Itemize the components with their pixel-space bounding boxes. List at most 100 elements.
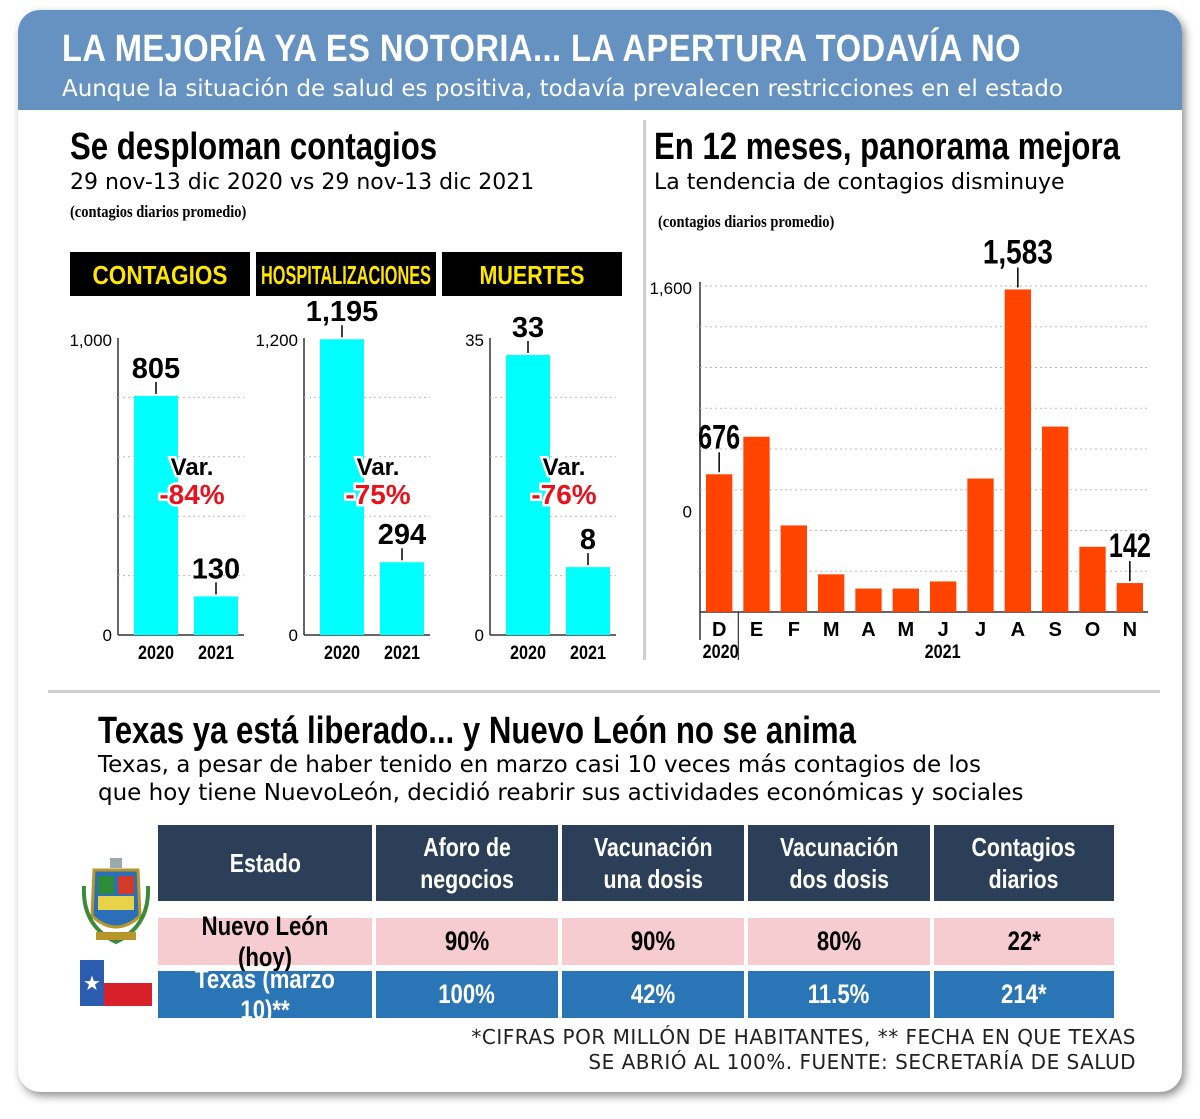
table-row-1-cell-text: 90% — [444, 926, 490, 956]
footnote: *CIFRAS POR MILLÓN DE HABITANTES, ** FEC… — [471, 1025, 1136, 1075]
monthly-value-label: 142 — [1109, 527, 1151, 565]
monthly-bar-5 — [892, 588, 919, 612]
table-header-cell: Contagios diarios — [934, 825, 1114, 901]
table-row-1-cell-text: 90% — [630, 926, 676, 956]
hospitalizaciones-ytick-zero: 0 — [289, 626, 298, 645]
contagios-value-label: 805 — [132, 353, 180, 385]
right-section-note: (contagios diarios promedio) — [658, 212, 835, 231]
muertes-category-label: 2020 — [510, 643, 546, 664]
monthly-month-label: A — [1011, 619, 1025, 641]
table-row-2-cell-text: 100% — [438, 979, 496, 1009]
contagios-ytick-zero: 0 — [103, 626, 112, 645]
monthly-month-label: E — [750, 619, 763, 641]
monthly-month-label: D — [712, 619, 726, 641]
contagios-category-label: 2021 — [198, 643, 234, 664]
monthly-bar-7 — [967, 478, 994, 612]
muertes-category-label: 2021 — [570, 643, 606, 664]
contagios-panel-header — [70, 252, 250, 296]
contagios-variation-caption: Var. — [171, 454, 214, 481]
monthly-month-label: M — [823, 619, 840, 641]
charts-canvas: CONTAGIOS1,000080520201302021Var.-84%HOS… — [69, 233, 1151, 664]
monthly-value-label: 1,583 — [983, 233, 1053, 271]
right-section-subtitle: La tendencia de contagios disminuye — [654, 170, 1065, 195]
horizontal-divider — [48, 690, 1160, 693]
muertes-value-label: 8 — [580, 524, 596, 556]
muertes-value-label: 33 — [512, 312, 544, 344]
contagios-category-label: 2020 — [138, 643, 174, 664]
svg-text:★: ★ — [83, 973, 101, 995]
monthly-month-label: J — [938, 619, 949, 641]
hospitalizaciones-variation-value: -75% — [345, 479, 410, 510]
monthly-year-label-2020: 2020 — [703, 642, 739, 663]
table-row-1-cell: 90% — [562, 918, 744, 965]
monthly-month-label: A — [861, 619, 875, 641]
table-header-cell-text: Vacunación dos dosis — [779, 832, 899, 894]
hospitalizaciones-category-label: 2021 — [384, 643, 420, 664]
contagios-bar-2020 — [134, 395, 178, 635]
monthly-bar-0 — [706, 474, 733, 612]
table-header-cell-text: Contagios diarios — [971, 832, 1077, 894]
table-row-2-cell-text: 42% — [630, 979, 676, 1009]
footnote-line1: *CIFRAS POR MILLÓN DE HABITANTES, ** FEC… — [471, 1025, 1136, 1049]
table-header-cell-text: Aforo de negocios — [420, 832, 514, 894]
table-row-1-cell-text: Nuevo León (hoy) — [201, 910, 329, 972]
table-row-1-cell: 90% — [376, 918, 558, 965]
infographic-card: LA MEJORÍA YA ES NOTORIA... LA APERTURA … — [18, 10, 1182, 1092]
table-row-2-cell: 42% — [562, 971, 744, 1018]
monthly-month-label: S — [1048, 619, 1061, 641]
left-section-subtitle: 29 nov-13 dic 2020 vs 29 nov-13 dic 2021 — [70, 170, 535, 195]
vertical-divider — [643, 120, 646, 660]
contagios-ytick-max: 1,000 — [69, 331, 112, 350]
monthly-bar-6 — [930, 581, 957, 612]
table-row-2-cell: 11.5% — [748, 971, 930, 1018]
monthly-month-label: F — [788, 619, 800, 641]
contagios-variation-value: -84% — [159, 479, 224, 510]
monthly-bar-1 — [743, 436, 770, 612]
hospitalizaciones-category-label: 2020 — [324, 643, 360, 664]
nuevo-leon-coat-of-arms-icon — [81, 858, 151, 945]
muertes-ytick-max: 35 — [465, 331, 484, 350]
monthly-ytick-zero: 0 — [683, 502, 692, 521]
monthly-bar-10 — [1079, 546, 1106, 612]
left-section-note: (contagios diarios promedio) — [70, 202, 247, 221]
hospitalizaciones-variation-caption: Var. — [357, 454, 400, 481]
contagios-value-label: 130 — [192, 553, 240, 585]
texas-flag-icon: ★ — [80, 960, 152, 1006]
table-row-1-cell-text: 80% — [816, 926, 862, 956]
muertes-variation-caption: Var. — [543, 454, 586, 481]
monthly-bar-4 — [855, 588, 882, 612]
page-title: LA MEJORÍA YA ES NOTORIA... LA APERTURA … — [62, 28, 1022, 70]
monthly-bar-8 — [1004, 289, 1031, 612]
table-header-cell-text: Estado — [229, 848, 301, 878]
monthly-month-label: J — [975, 619, 986, 641]
bottom-section-title: Texas ya está liberado... y Nuevo León n… — [98, 710, 856, 752]
table-row-1-cell: 80% — [748, 918, 930, 965]
monthly-bar-11 — [1116, 583, 1143, 612]
table-header-cell: Aforo de negocios — [376, 825, 558, 901]
page-subtitle: Aunque la situación de salud es positiva… — [62, 76, 1063, 102]
monthly-bar-9 — [1042, 426, 1069, 612]
contagios-panel-title: CONTAGIOS — [93, 260, 228, 290]
hospitalizaciones-panel-header — [256, 252, 436, 296]
table-row-2-cell: 214* — [934, 971, 1114, 1018]
muertes-bar-2020 — [506, 354, 550, 635]
table-row-2-cell-text: Texas (marzo 10)** — [195, 963, 335, 1025]
table-row-2-cell-text: 214* — [1001, 979, 1047, 1009]
table-row-2-cell: 100% — [376, 971, 558, 1018]
left-section-title: Se desploman contagios — [70, 126, 438, 168]
monthly-value-label: 676 — [698, 418, 740, 456]
table-row-1-cell-text: 22* — [1007, 926, 1041, 956]
muertes-panel-header — [442, 252, 622, 296]
table-row-2-cell: Texas (marzo 10)** — [158, 964, 372, 1025]
monthly-year-label-2021: 2021 — [925, 642, 961, 663]
bottom-section-subtitle-line2: que hoy tiene NuevoLeón, decidió reabrir… — [98, 780, 1024, 806]
muertes-variation-value: -76% — [531, 479, 596, 510]
footnote-line2: SE ABRIÓ AL 100%. FUENTE: SECRETARÍA DE … — [588, 1050, 1136, 1074]
muertes-bar-2021 — [566, 567, 610, 635]
monthly-bar-2 — [780, 525, 807, 612]
muertes-panel-title: MUERTES — [480, 260, 585, 290]
table-header-cell: Estado — [158, 825, 372, 901]
header-banner: LA MEJORÍA YA ES NOTORIA... LA APERTURA … — [18, 10, 1182, 110]
hospitalizaciones-ytick-max: 1,200 — [255, 331, 298, 350]
contagios-bar-2021 — [194, 596, 238, 635]
